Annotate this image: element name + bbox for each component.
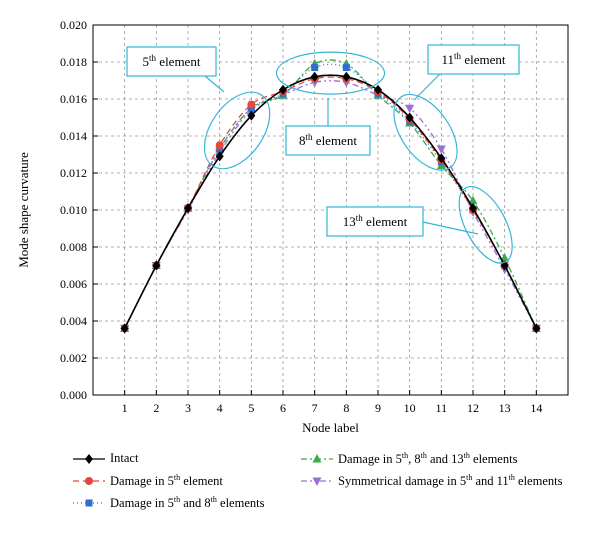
y-tick-label: 0.004 [60, 314, 87, 328]
annotation-box [285, 125, 371, 156]
data-point [311, 64, 319, 72]
data-point [247, 110, 256, 121]
annotation-box [126, 46, 217, 77]
series-0 [120, 71, 541, 334]
annotation-ellipse [275, 51, 386, 95]
data-point [405, 104, 415, 114]
x-tick-label: 1 [122, 401, 128, 415]
x-tick-label: 2 [153, 401, 159, 415]
annotation-label: 8th element [299, 132, 357, 148]
annotation-ellipse [458, 185, 513, 264]
annotation-arrow [422, 221, 479, 235]
x-tick-label: 3 [185, 401, 191, 415]
annotation-label: 13th element [343, 213, 408, 229]
annotation-label: 5th element [143, 53, 201, 69]
x-tick-label: 14 [530, 401, 542, 415]
series-3 [120, 58, 541, 332]
x-tick-label: 8 [343, 401, 349, 415]
x-tick-label: 10 [404, 401, 416, 415]
annotation-arrow [413, 73, 441, 101]
y-tick-label: 0.012 [60, 166, 87, 180]
data-point [215, 141, 224, 150]
data-point [468, 195, 478, 205]
series-4 [120, 78, 541, 334]
data-point [279, 84, 287, 95]
data-point [436, 145, 446, 154]
annotation-box [326, 206, 424, 237]
annotation-0: 5th element [126, 46, 271, 170]
axes: 0.000 0.002 0.004 0.006 0.008 0.010 0.012 0.014… [60, 18, 569, 415]
x-tick-label: 9 [375, 401, 381, 415]
x-tick-label: 12 [467, 401, 479, 415]
y-tick-label: 0.016 [60, 92, 87, 106]
series-layer [120, 58, 541, 334]
x-axis-title: Node label [302, 420, 359, 435]
grid [93, 25, 568, 395]
data-point [247, 100, 256, 109]
annotation-arrow [204, 75, 225, 93]
y-tick-label: 0.006 [60, 277, 87, 291]
data-point [152, 260, 161, 271]
series-2 [121, 63, 540, 332]
y-tick-label: 0.008 [60, 240, 87, 254]
y-axis-title: Mode shape curvature [16, 152, 31, 268]
annotation-2: 11th element [393, 44, 520, 171]
x-tick-label: 13 [499, 401, 511, 415]
y-tick-label: 0.014 [60, 129, 87, 143]
x-tick-label: 7 [312, 401, 318, 415]
data-point [184, 203, 192, 214]
data-point [120, 323, 129, 334]
annotation-3: 13th element [326, 185, 513, 264]
data-point [437, 153, 446, 164]
series-line [124, 59, 537, 329]
y-tick-label: 0.018 [60, 55, 87, 69]
data-point [215, 151, 224, 162]
data-point [405, 112, 414, 123]
y-tick-label: 0.002 [60, 351, 87, 365]
annotation-ellipse [203, 91, 271, 170]
series-line [124, 63, 537, 329]
data-point [342, 71, 351, 82]
x-tick-label: 5 [248, 401, 254, 415]
data-point [374, 84, 382, 95]
annotations-layer: 5th element 8th element 11th element 13th e… [126, 44, 520, 264]
data-point [500, 253, 510, 262]
annotation-1: 8th element [275, 51, 386, 156]
x-tick-label: 4 [217, 401, 223, 415]
annotation-label: 11th element [442, 51, 506, 67]
annotation-box [427, 44, 520, 75]
data-point [532, 323, 541, 334]
y-tick-label: 0.020 [60, 18, 87, 32]
data-point [342, 64, 350, 72]
data-point [310, 71, 319, 82]
y-tick-label: 0.010 [60, 203, 87, 217]
y-tick-label: 0.000 [60, 388, 87, 402]
x-tick-label: 6 [280, 401, 286, 415]
series-1 [120, 74, 541, 333]
data-point [469, 203, 477, 214]
annotation-ellipse [393, 93, 458, 171]
plot-frame [92, 24, 569, 396]
x-tick-label: 11 [436, 401, 448, 415]
